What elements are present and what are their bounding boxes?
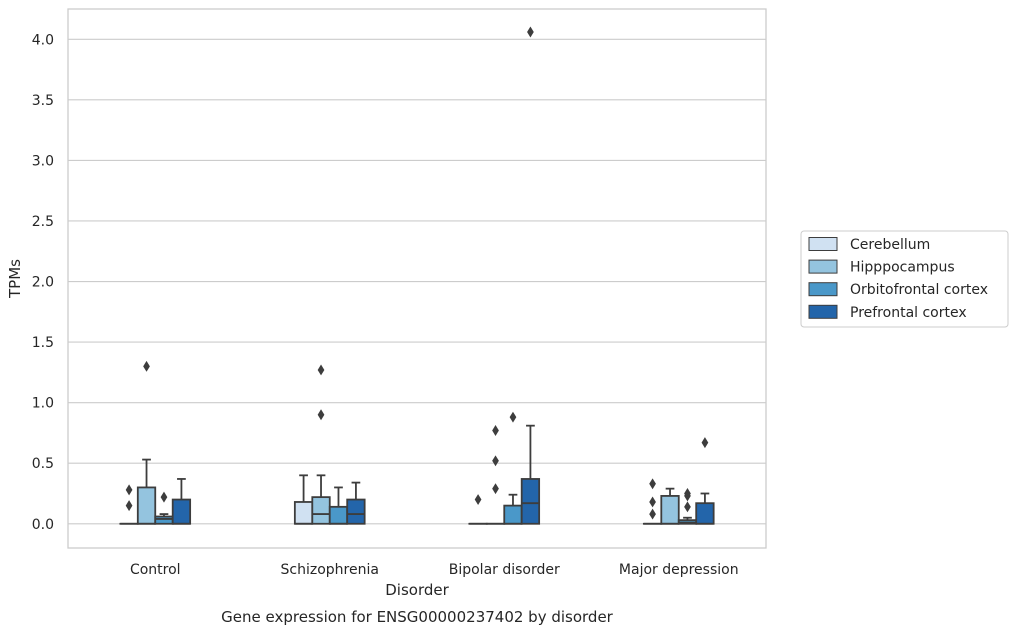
x-tick-label: Major depression	[619, 562, 739, 578]
box-prefrontal-cortex	[346, 481, 366, 525]
outlier-point	[492, 425, 499, 436]
legend-swatch	[808, 237, 838, 251]
legend-label: Orbitofrontal cortex	[850, 282, 988, 298]
box-orbitofrontal-cortex	[328, 486, 349, 525]
legend-swatch	[808, 304, 838, 319]
legend-swatch	[808, 282, 838, 297]
y-tick-label: 4.0	[32, 32, 54, 48]
box-body	[503, 504, 523, 525]
y-tick-label: 2.0	[32, 275, 54, 291]
legend-frame	[800, 230, 1009, 328]
outlier-point	[701, 437, 709, 449]
y-tick-label: 3.0	[32, 153, 54, 169]
legend-swatch	[808, 259, 838, 274]
box-body	[136, 486, 157, 525]
outlier-point	[492, 455, 499, 467]
box-body	[328, 505, 349, 525]
box-orbitofrontal-cortex	[503, 411, 523, 525]
legend: Cerebellum Hipppocampus Orbitofrontal cort…	[800, 230, 1009, 328]
box-body	[293, 501, 314, 525]
box-body	[346, 498, 366, 525]
outlier-point	[509, 411, 517, 423]
x-axis-label: Disorder	[385, 581, 449, 599]
outlier-point	[492, 483, 499, 495]
outlier-point	[684, 490, 691, 502]
box-prefrontal-cortex	[171, 478, 192, 525]
box-hipppocampus	[485, 425, 506, 525]
box-prefrontal-cortex	[695, 437, 715, 525]
x-tick-label: Schizophrenia	[281, 562, 379, 578]
x-tick-label: Control	[130, 562, 181, 578]
legend-label: Hipppocampus	[850, 260, 955, 276]
box-body	[520, 478, 541, 525]
outlier-point	[317, 364, 325, 376]
box-hipppocampus	[660, 487, 680, 525]
x-tick-labels: Control Schizophrenia Bipolar disorder Majo…	[130, 562, 739, 578]
outlier-point	[143, 360, 150, 372]
outlier-point	[649, 508, 656, 520]
box-hipppocampus	[136, 360, 157, 525]
legend-label: Cerebellum	[850, 237, 930, 253]
box-orbitofrontal-cortex	[154, 491, 174, 525]
box-body	[154, 515, 174, 525]
y-tick-label: 1.5	[32, 335, 54, 351]
outlier-point	[160, 491, 168, 503]
outlier-point	[649, 478, 656, 490]
plot-frame	[67, 8, 767, 549]
chart-title: Gene expression for ENSG00000237402 by d…	[221, 608, 614, 626]
box-body	[311, 496, 331, 525]
outlier-point	[649, 496, 656, 508]
box-body	[171, 498, 192, 525]
box-cerebellum	[642, 478, 663, 525]
y-axis-label: TPMs	[6, 259, 24, 299]
box-cerebellum	[293, 474, 314, 525]
box-prefrontal-cortex	[520, 26, 541, 525]
box-orbitofrontal-cortex	[677, 488, 698, 525]
outlier-point	[317, 409, 325, 421]
y-tick-label: 1.0	[32, 396, 54, 412]
outlier-point	[474, 494, 482, 506]
box-hipppocampus	[311, 364, 331, 525]
box-cerebellum	[468, 494, 488, 525]
outlier-point	[684, 501, 691, 513]
y-tick-label: 0.0	[32, 517, 54, 533]
boxes	[119, 26, 715, 525]
outlier-point	[125, 500, 133, 512]
box-body	[695, 502, 715, 525]
y-tick-label: 3.5	[32, 93, 54, 109]
y-tick-label: 2.5	[32, 214, 54, 230]
y-tick-label: 0.5	[32, 456, 54, 472]
outlier-point	[125, 484, 133, 496]
box-cerebellum	[119, 484, 139, 525]
box-body	[660, 495, 680, 525]
outlier-point	[527, 26, 534, 38]
gridlines	[68, 38, 766, 525]
y-tick-labels: 0.0 0.5 1.0 1.5 2.0 2.5 3.0 3.5 4.0	[32, 32, 54, 532]
legend-label: Prefrontal cortex	[850, 305, 967, 321]
x-tick-label: Bipolar disorder	[449, 562, 560, 578]
